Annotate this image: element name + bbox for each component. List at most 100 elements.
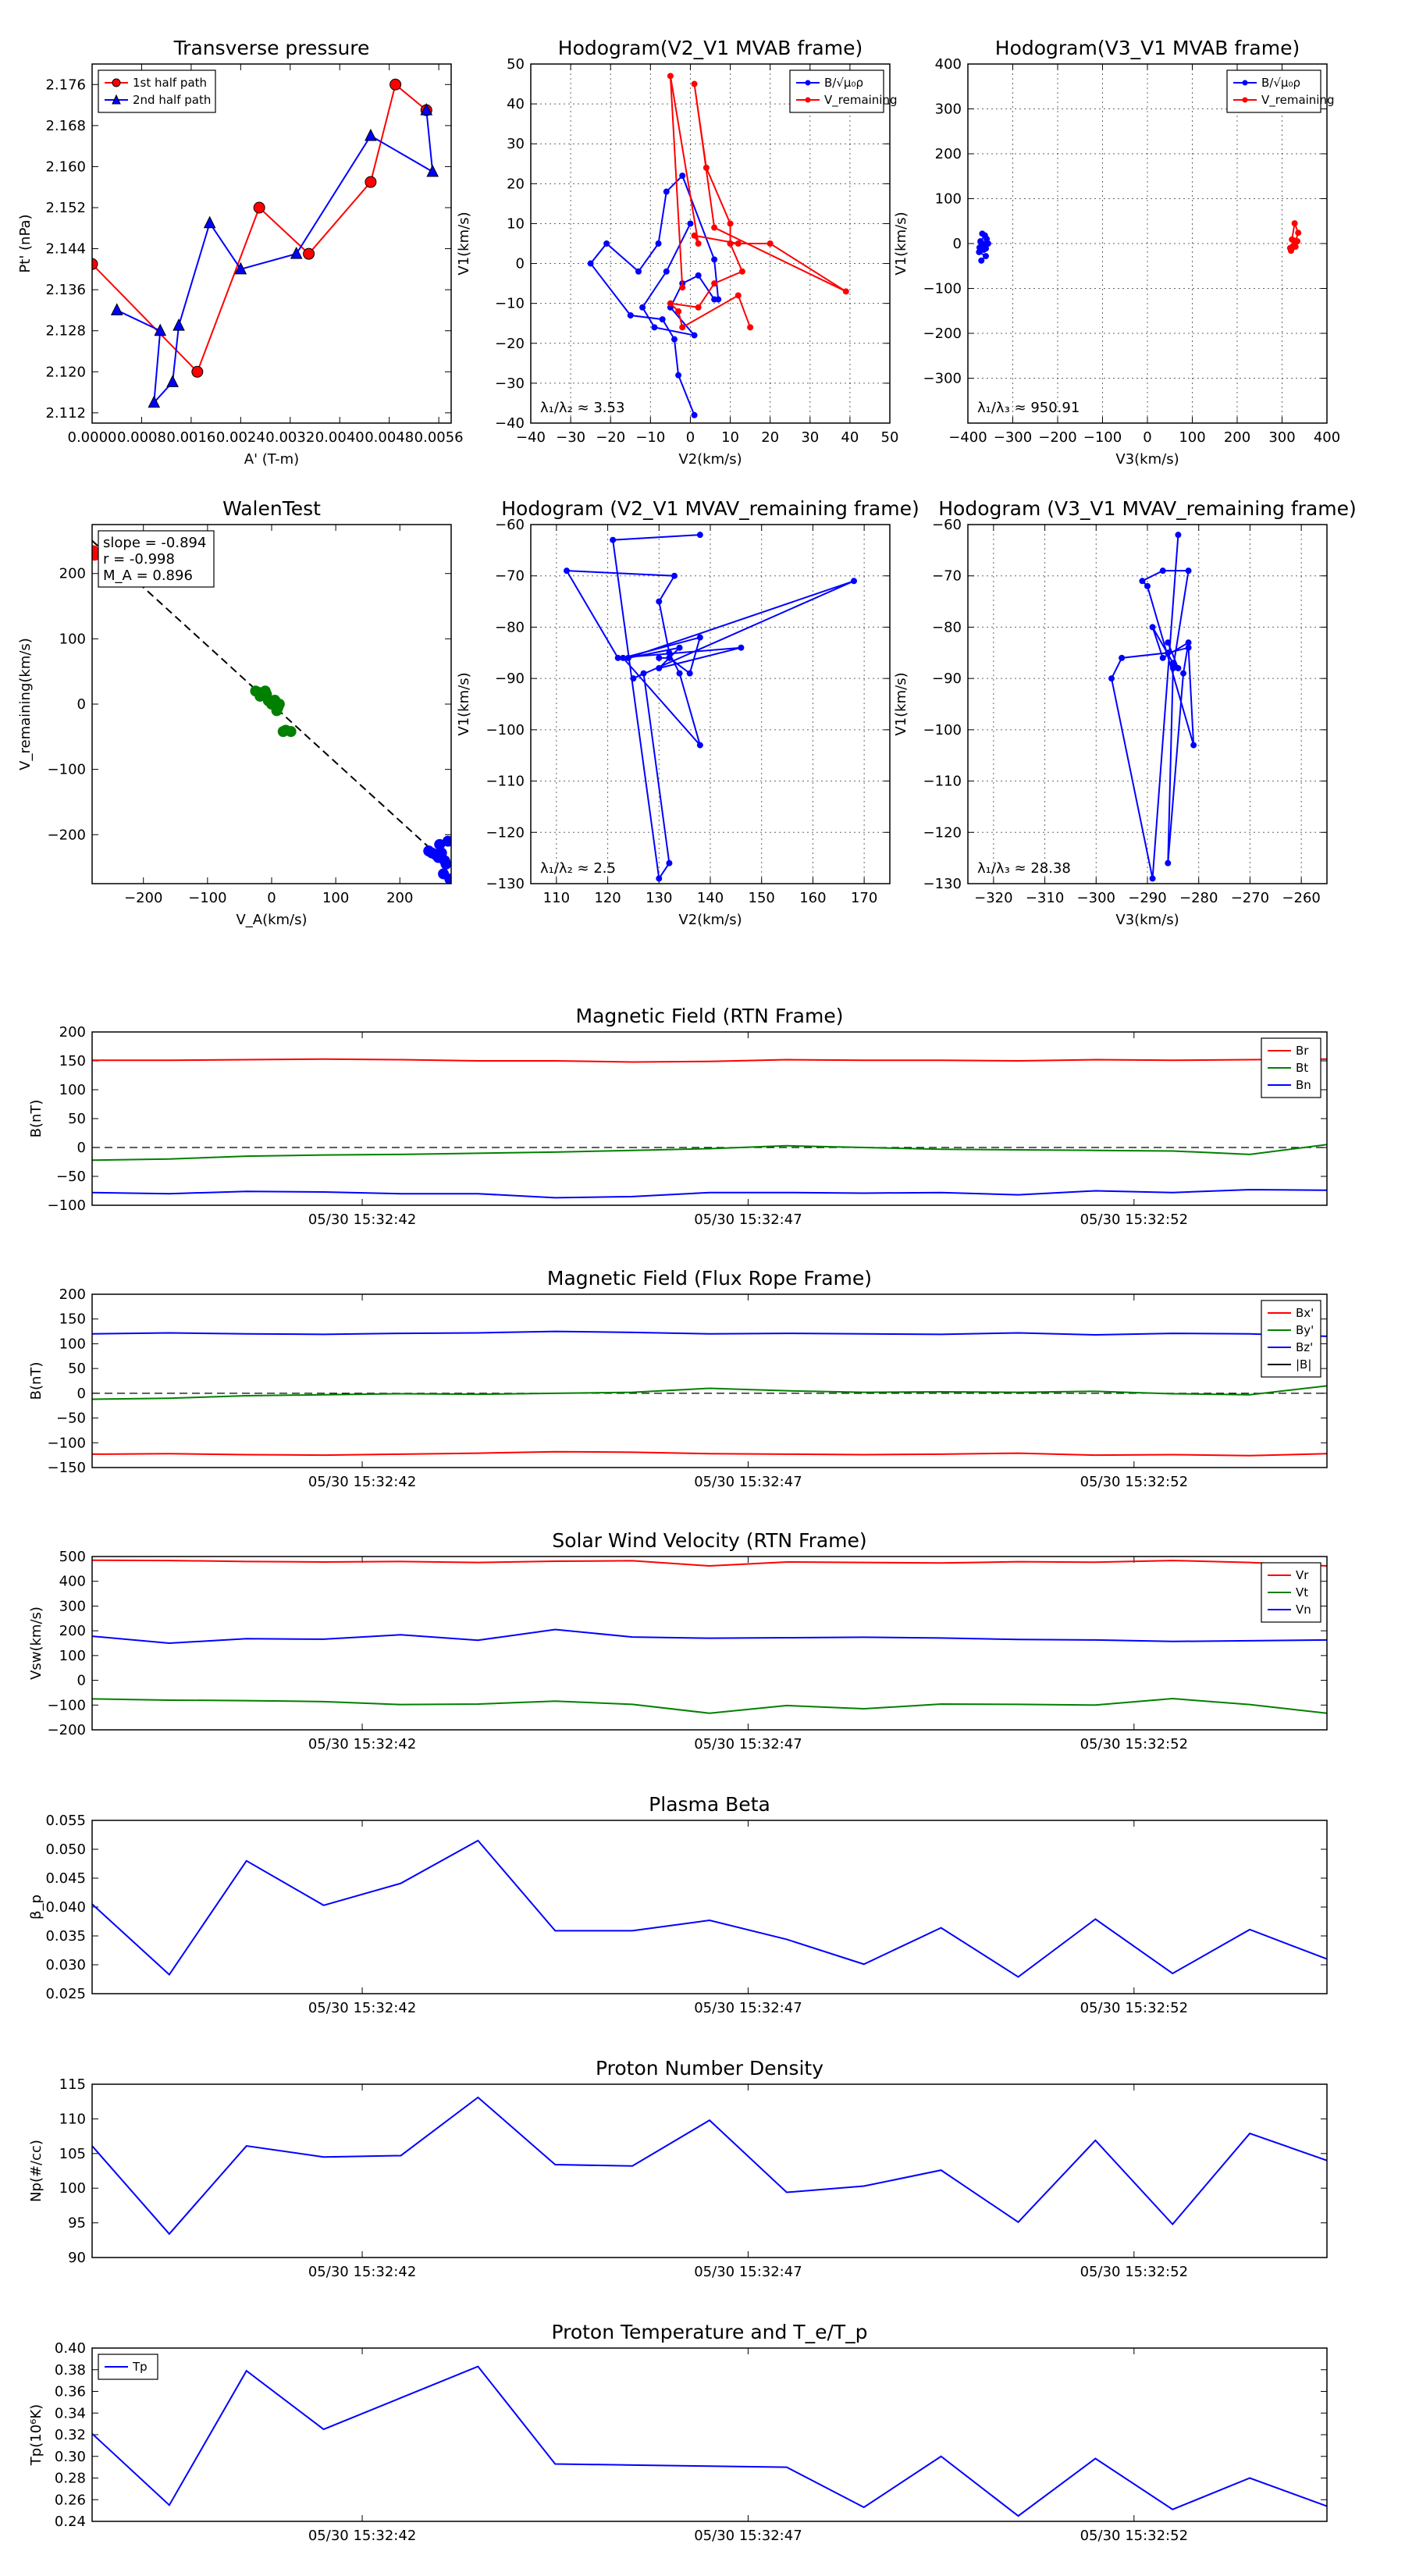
data-point [92,258,98,270]
x-tick-label: −100 [188,890,226,906]
x-tick-label: −100 [1083,429,1122,446]
y-axis-label: V1(km/s) [893,672,909,735]
plot-area [92,539,451,884]
y-axis-label: B(nT) [28,1362,44,1400]
x-tick-label: 0 [1143,429,1151,446]
y-tick-label: −40 [495,415,525,432]
data-point [695,272,702,279]
data-point [234,262,247,275]
data-point [1139,578,1146,585]
x-tick-label: 0.0032 [265,429,315,446]
y-tick-label: −20 [495,336,525,352]
annotation-text: λ₁/λ₃ ≈ 28.38 [977,860,1071,877]
data-point [610,536,617,543]
y-tick-label: 0.26 [55,2492,86,2508]
x-tick-label: 120 [594,890,621,906]
data-point [671,336,678,343]
legend-box [98,69,216,113]
y-tick-label: −30 [495,375,525,392]
data-point [630,675,637,682]
y-tick-label: 0.025 [45,1986,86,2002]
x-tick-label: 0.0024 [216,429,265,446]
x-tick-label: 140 [697,890,724,906]
annotation-text: λ₁/λ₂ ≈ 2.5 [540,860,616,877]
y-tick-label: 300 [935,101,962,118]
axes-frame [91,1556,1328,1731]
x-tick-label: 10 [721,429,739,446]
chart-title: Hodogram (V2_V1 MVAV_remaining frame) [501,497,919,520]
chart-h21r: Hodogram (V2_V1 MVAV_remaining frame) 110… [456,497,919,928]
legend-marker [112,94,121,105]
data-point [695,304,702,311]
chart-vsw: Solar Wind Velocity (RTN Frame) 05/30 15:… [28,1529,1328,1752]
legend-label: Vt [1296,1585,1308,1599]
data-point [979,230,986,237]
x-tick-label: 05/30 15:32:52 [1080,1212,1188,1228]
legend-label: V_remaining [824,93,898,108]
y-tick-label: −120 [923,824,962,841]
x-tick-label: 0.0040 [315,429,365,446]
y-tick-label: 2.112 [45,405,86,422]
x-tick-label: 40 [841,429,859,446]
legend-label: Tp [132,2360,148,2374]
y-tick-label: −200 [48,827,86,843]
y-tick-label: 0 [77,696,86,713]
data-point [365,176,377,188]
y-tick-label: 100 [59,631,86,647]
x-tick-label: 200 [1224,429,1250,446]
x-tick-label: 0.0056 [414,429,464,446]
data-point [1119,654,1126,661]
y-tick-label: 50 [68,1111,86,1127]
data-point [110,303,123,315]
y-tick-label: 2.120 [45,364,86,380]
x-tick-label: 05/30 15:32:42 [308,1474,416,1490]
y-tick-label: 40 [507,96,525,112]
plot-area [92,1330,1327,1457]
legend-marker [1242,97,1248,103]
data-point [978,257,985,264]
y-tick-label: 200 [935,146,962,162]
x-tick-label: 05/30 15:32:52 [1080,2000,1188,2016]
y-tick-label: 0.035 [45,1928,86,1944]
data-point [203,215,216,229]
data-point [666,654,673,661]
data-point [679,284,686,291]
data-point [666,859,673,866]
chart-title: Solar Wind Velocity (RTN Frame) [552,1529,866,1552]
data-point [1295,229,1302,237]
data-point [735,240,742,247]
y-tick-label: −150 [48,1460,86,1476]
data-point [983,245,989,252]
x-tick-label: 150 [749,890,775,906]
x-tick-label: 05/30 15:32:42 [308,1212,416,1228]
y-tick-label: 30 [507,136,525,152]
series-line [92,1058,1327,1063]
data-point [656,665,663,671]
legend-label: B/√μ₀ρ [824,76,863,90]
data-point [656,598,663,605]
y-tick-label: 500 [59,1549,86,1565]
legend-label: 2nd half path [133,93,211,107]
data-point [627,312,634,318]
data-point [663,268,670,275]
legend-marker [112,78,121,87]
plot-area [92,1559,1327,1714]
data-point [1289,243,1297,250]
y-tick-label: 0.055 [45,1813,86,1829]
y-tick-label: 100 [59,1082,86,1098]
data-point [1169,660,1176,667]
data-point [696,532,703,539]
x-tick-label: 30 [801,429,819,446]
x-tick-label: −200 [124,890,162,906]
axes-frame [91,63,452,424]
data-point [1159,654,1166,661]
y-tick-label: 2.176 [45,76,86,93]
x-tick-label: 50 [881,429,899,446]
data-point [440,858,451,870]
y-tick-label: −70 [495,568,525,585]
chart-title: Magnetic Field (Flux Rope Frame) [547,1267,872,1290]
data-point [1149,624,1156,631]
data-point [727,240,734,247]
data-point [656,875,663,882]
y-tick-label: 2.152 [45,200,86,216]
